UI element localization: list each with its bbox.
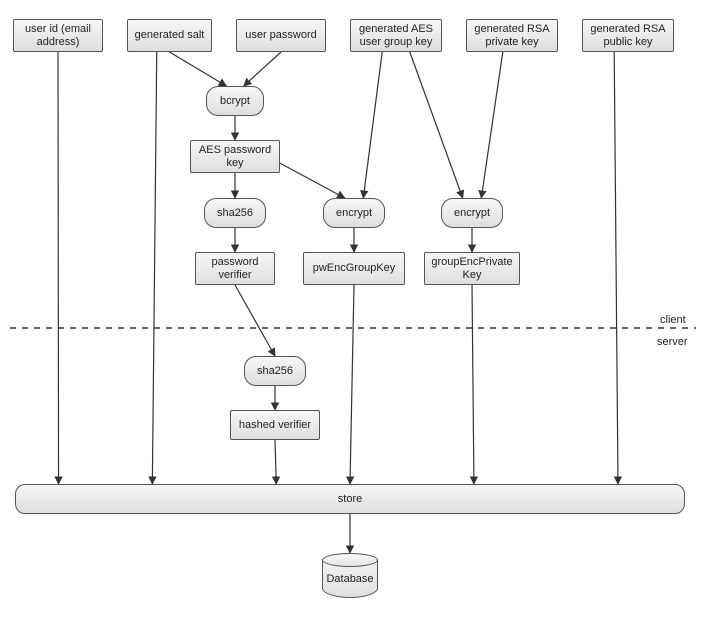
node-aeskey: generated AESuser group key	[350, 19, 442, 52]
node-label-bcrypt: bcrypt	[216, 93, 254, 110]
node-label-groupencpriv: groupEncPrivateKey	[427, 254, 516, 283]
node-label-store: store	[334, 491, 366, 508]
node-label-encrypt1: encrypt	[332, 205, 376, 222]
node-rsapriv: generated RSAprivate key	[466, 19, 558, 52]
node-sha256b: sha256	[244, 356, 306, 386]
edge-hashedver-store	[275, 440, 276, 484]
node-store: store	[15, 484, 685, 514]
node-label-database: Database	[322, 573, 378, 585]
label-client: client	[660, 314, 686, 326]
node-sha256a: sha256	[204, 198, 266, 228]
label-server: server	[657, 336, 688, 348]
edge-rsapub-store	[614, 52, 618, 484]
node-password: user password	[236, 19, 326, 52]
node-label-encrypt2: encrypt	[450, 205, 494, 222]
node-label-hashedver: hashed verifier	[235, 417, 315, 434]
node-label-aeskey: generated AESuser group key	[355, 21, 437, 50]
node-label-salt: generated salt	[131, 27, 209, 44]
edge-password-bcrypt	[244, 52, 281, 86]
edge-salt-bcrypt	[170, 52, 227, 86]
edge-groupencpriv-store	[472, 285, 474, 484]
node-pwverifier: passwordverifier	[195, 252, 275, 285]
node-encrypt1: encrypt	[323, 198, 385, 228]
edge-aeskey-encrypt2	[410, 52, 463, 198]
node-label-aespwkey: AES passwordkey	[195, 142, 275, 171]
node-label-password: user password	[241, 27, 321, 44]
node-hashedver: hashed verifier	[230, 410, 320, 440]
node-rsapub: generated RSApublic key	[582, 19, 674, 52]
node-label-pwencgroup: pwEncGroupKey	[309, 260, 400, 277]
node-groupencpriv: groupEncPrivateKey	[424, 252, 520, 285]
edge-aeskey-encrypt1	[363, 52, 382, 198]
node-label-userid: user id (emailaddress)	[21, 21, 95, 50]
node-label-sha256a: sha256	[213, 205, 257, 222]
node-label-pwverifier: passwordverifier	[207, 254, 262, 283]
node-userid: user id (emailaddress)	[13, 19, 103, 52]
edge-aespwkey-encrypt1	[280, 163, 345, 198]
edge-rsapriv-encrypt2	[481, 52, 503, 198]
node-label-rsapub: generated RSApublic key	[586, 21, 669, 50]
node-bcrypt: bcrypt	[206, 86, 264, 116]
edge-salt-store	[152, 52, 156, 484]
edge-userid-store	[58, 52, 59, 484]
flowchart-canvas: user id (emailaddress) generated salt user…	[0, 0, 701, 643]
node-pwencgroup: pwEncGroupKey	[303, 252, 405, 285]
node-label-sha256b: sha256	[253, 363, 297, 380]
edge-pwverifier-sha256b	[235, 285, 275, 356]
node-label-rsapriv: generated RSAprivate key	[470, 21, 553, 50]
node-database: Database	[322, 553, 378, 597]
node-aespwkey: AES passwordkey	[190, 140, 280, 173]
node-salt: generated salt	[127, 19, 212, 52]
edges-layer	[0, 0, 701, 643]
node-encrypt2: encrypt	[441, 198, 503, 228]
edge-pwencgroup-store	[350, 285, 354, 484]
